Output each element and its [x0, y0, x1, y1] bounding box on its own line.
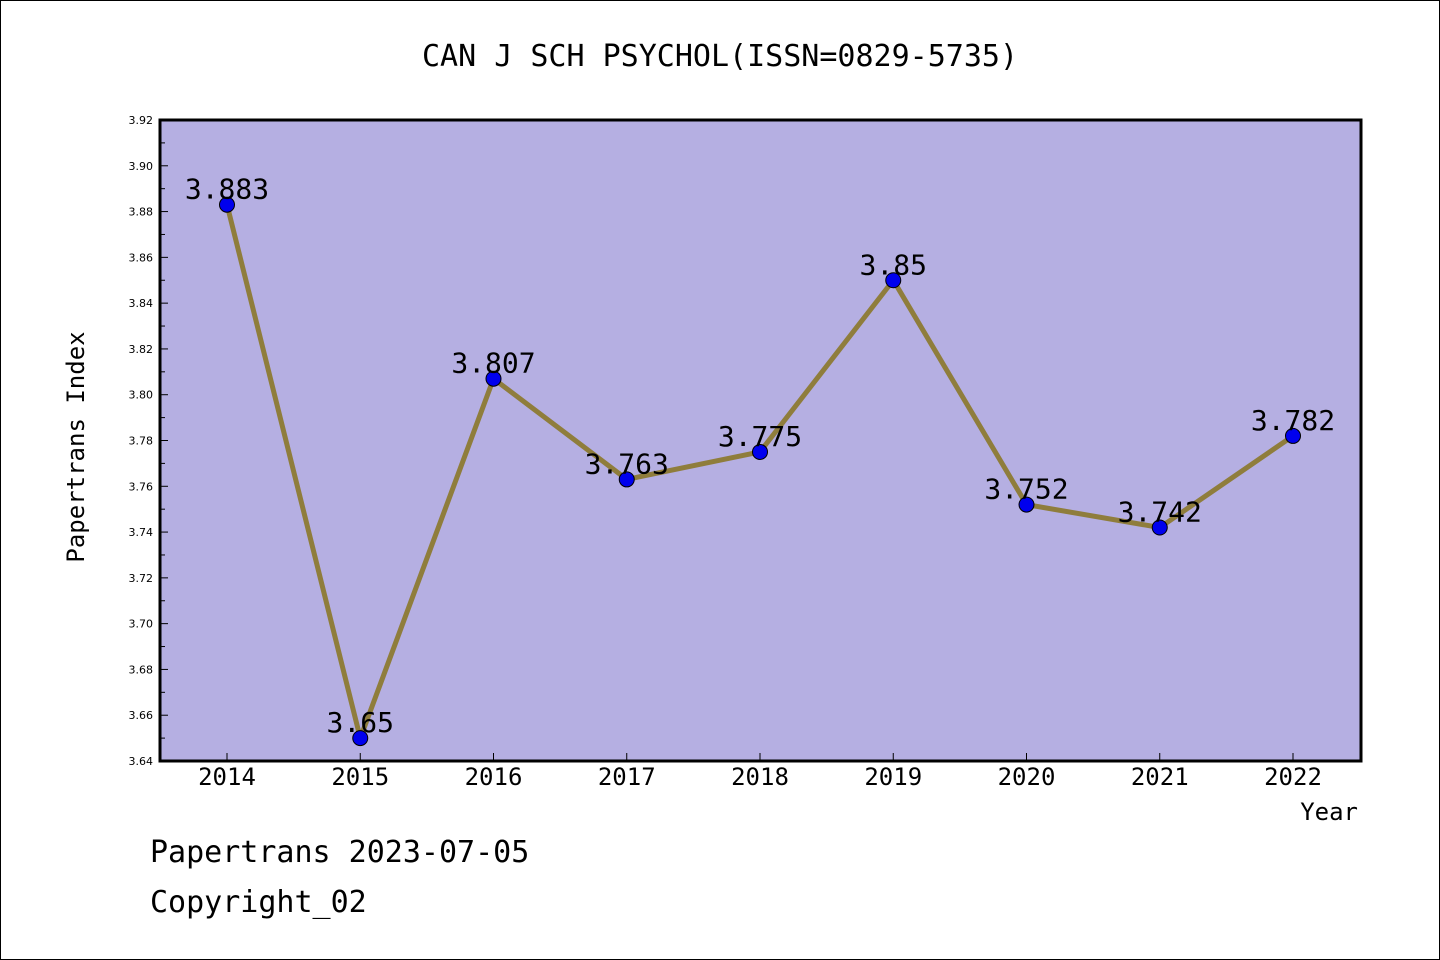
data-point [1018, 496, 1035, 513]
plot-area [158, 118, 1363, 763]
y-tick-label: 3.88 [129, 206, 154, 219]
x-tick-label: 2014 [198, 763, 256, 791]
data-label: 3.775 [718, 420, 802, 453]
x-tick-label: 2019 [864, 763, 922, 791]
data-point [352, 730, 369, 747]
y-tick-label: 3.68 [129, 663, 154, 676]
y-tick-label: 3.76 [129, 480, 154, 493]
y-tick-label: 3.92 [129, 114, 154, 127]
data-label: 3.85 [860, 248, 927, 281]
data-point [885, 272, 902, 289]
x-tick-label: 2022 [1264, 763, 1322, 791]
chart-title: CAN J SCH PSYCHOL(ISSN=0829-5735) [422, 39, 1018, 74]
y-tick-label: 3.72 [129, 572, 154, 585]
x-axis: 2014 2015 2016 2017 2018 2019 2020 2021 2022 [198, 753, 1322, 791]
y-tick-label: 3.70 [129, 618, 154, 631]
x-tick-label: 2021 [1131, 763, 1189, 791]
x-tick-label: 2016 [465, 763, 523, 791]
y-tick-label: 3.66 [129, 709, 154, 722]
data-point [752, 443, 768, 460]
data-point [485, 370, 502, 387]
y-tick-label: 3.86 [129, 251, 154, 264]
x-axis-label: Year [1300, 798, 1358, 826]
footer-date-line: Papertrans 2023-07-05 [150, 835, 530, 870]
y-tick-label: 3.84 [129, 297, 154, 310]
x-tick-label: 2015 [331, 763, 389, 791]
y-tick-label: 3.64 [129, 755, 154, 768]
data-label: 3.782 [1251, 404, 1335, 437]
data-label: 3.65 [327, 706, 394, 739]
data-point [618, 471, 635, 488]
x-tick-label: 2020 [998, 763, 1056, 791]
y-tick-label: 3.78 [129, 435, 154, 448]
data-label: 3.763 [585, 447, 669, 480]
data-labels: 3.883 3.65 3.807 3.763 3.775 3.85 3.752 3.742 3.… [185, 173, 1335, 739]
data-label: 3.807 [451, 347, 535, 380]
data-point [1151, 519, 1168, 536]
y-tick-label: 3.82 [129, 343, 154, 356]
y-axis-label: Papertrans Index [62, 331, 90, 562]
y-axis: 3.64 3.66 3.68 3.70 3.72 3.74 3.76 3.78 3.80 3.82… [129, 114, 168, 768]
y-tick-label: 3.74 [129, 526, 154, 539]
data-label: 3.752 [984, 473, 1068, 506]
data-point [219, 196, 235, 213]
footer-copyright-line: Copyright_02 [150, 885, 367, 920]
y-tick-label: 3.80 [129, 389, 154, 402]
x-tick-label: 2018 [731, 763, 789, 791]
data-label: 3.883 [185, 173, 269, 206]
x-tick-label: 2017 [598, 763, 656, 791]
y-tick-label: 3.90 [129, 160, 154, 173]
data-point [1285, 427, 1301, 444]
data-label: 3.742 [1118, 495, 1202, 528]
data-markers [219, 196, 1301, 747]
